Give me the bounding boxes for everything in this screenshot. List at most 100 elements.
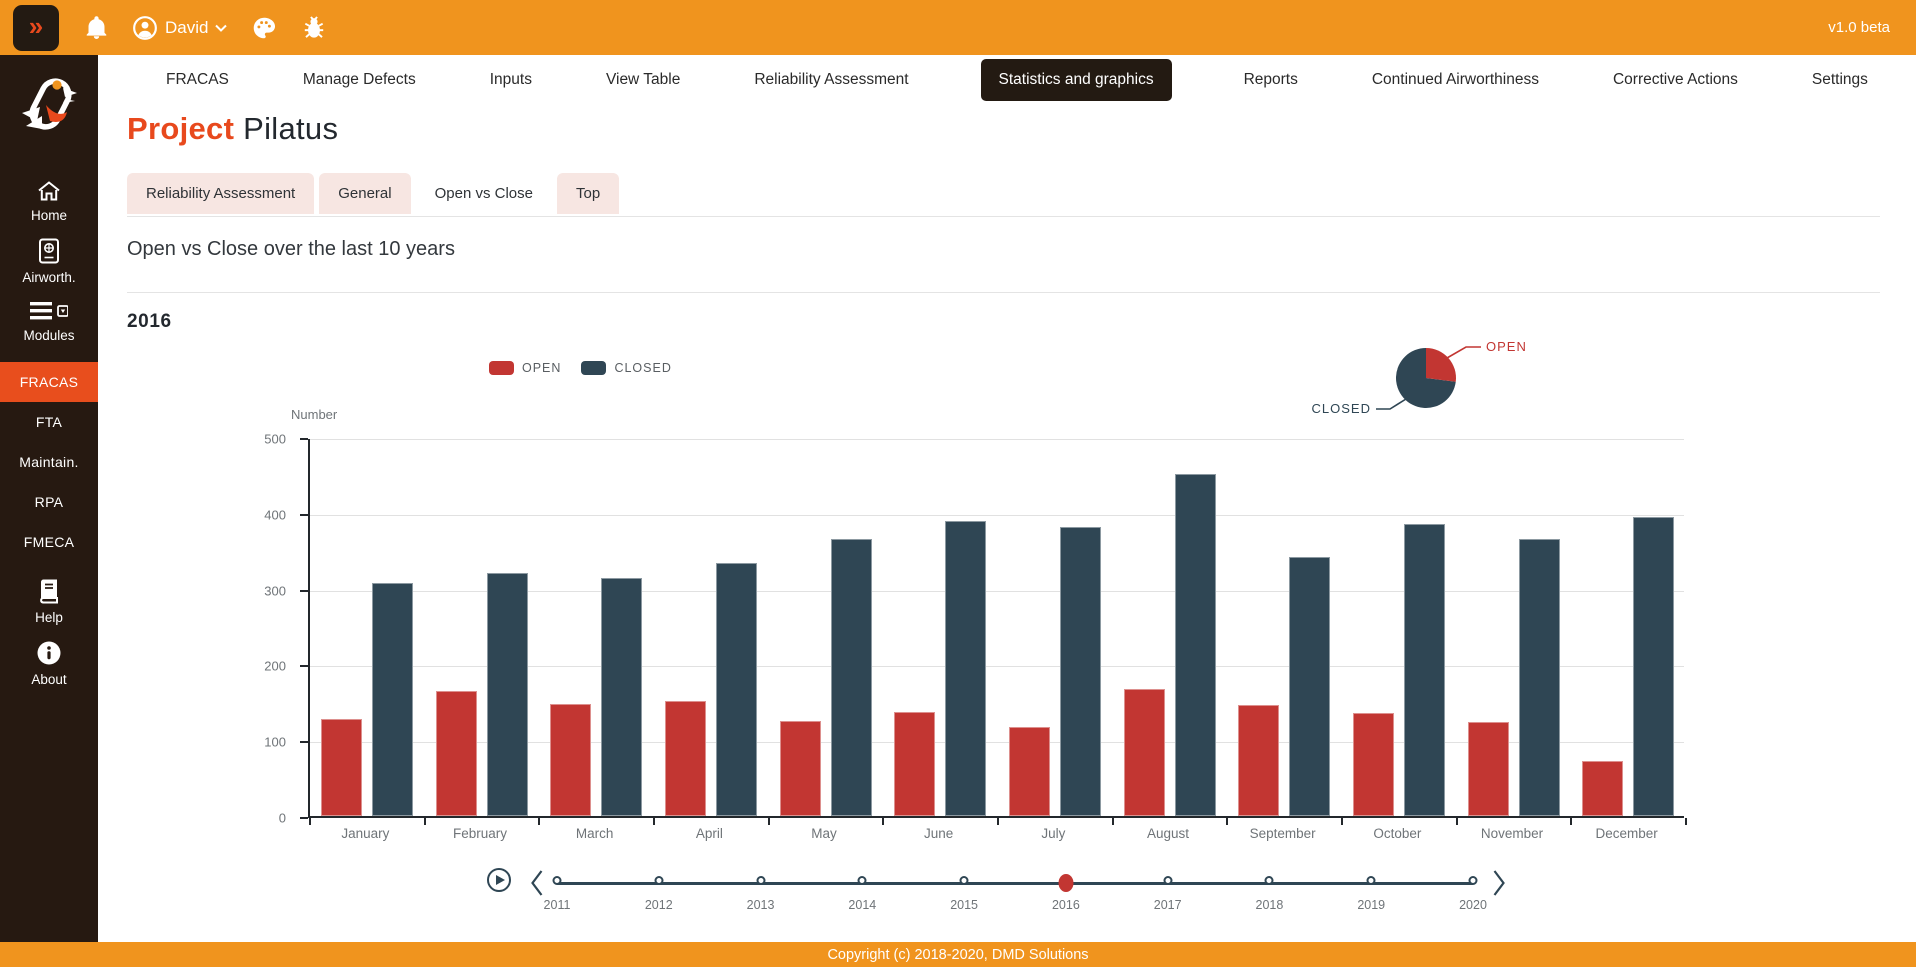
nav-item-inputs[interactable]: Inputs [489, 71, 532, 88]
sidebar-item-home[interactable]: Home [0, 180, 98, 223]
tab-open-vs-close[interactable]: Open vs Close [415, 173, 552, 214]
sidebar-module-rpa[interactable]: RPA [34, 494, 64, 510]
nav-item-fracas[interactable]: FRACAS [166, 71, 229, 88]
theme-palette-icon[interactable] [251, 15, 277, 41]
nav-item-manage-defects[interactable]: Manage Defects [302, 71, 416, 88]
sidebar-item-about[interactable]: About [0, 640, 98, 687]
x-axis-label-january: January [341, 826, 390, 841]
sidebar-module-fta[interactable]: FTA [35, 414, 63, 430]
debug-bug-icon[interactable] [301, 15, 327, 41]
pie-slice-closed [1396, 348, 1456, 408]
sidebar-toggle-button[interactable]: » [13, 4, 59, 51]
x-axis-label-september: September [1249, 826, 1316, 841]
timeline-dot-2013[interactable] [756, 876, 766, 885]
divider [127, 292, 1880, 293]
sidebar-item-help[interactable]: Help [0, 578, 98, 625]
x-axis-tick-labels: January February March April May June July Augu… [308, 826, 1684, 846]
timeline-year-2012[interactable]: 2012 [644, 898, 673, 912]
version-label: v1.0 beta [1828, 19, 1890, 36]
tab-general[interactable]: General [319, 173, 411, 214]
y-tick-label-300: 300 [264, 583, 286, 599]
timeline-year-2013[interactable]: 2013 [746, 898, 775, 912]
page-title-accent: Project [127, 111, 235, 146]
bar-open-october [1353, 712, 1394, 816]
notifications-bell-icon[interactable] [83, 14, 110, 41]
sidebar-item-modules[interactable]: Modules [0, 300, 98, 343]
bar-closed-march [601, 578, 643, 816]
bar-closed-october [1404, 524, 1445, 816]
timeline-year-2019[interactable]: 2019 [1357, 898, 1386, 912]
timeline-year-2015[interactable]: 2015 [950, 898, 979, 912]
timeline-year-2018[interactable]: 2018 [1255, 898, 1284, 912]
page-title: Project Pilatus [127, 111, 338, 147]
bar-open-september [1238, 705, 1280, 816]
timeline-year-2014[interactable]: 2014 [848, 898, 877, 912]
sidebar-module-fmeca[interactable]: FMECA [23, 534, 75, 550]
timeline-dot-2015[interactable] [959, 876, 969, 885]
bar-open-november [1467, 722, 1509, 816]
timeline-dot-2018[interactable] [1264, 876, 1274, 885]
x-tick-mark [882, 818, 885, 825]
sidebar-item-label: Airworth. [22, 270, 76, 285]
timeline-dot-2017[interactable] [1163, 876, 1173, 885]
x-tick-mark [1455, 818, 1458, 825]
bar-chart-plot-area [300, 438, 1687, 825]
legend-item-closed[interactable]: CLOSED [581, 361, 671, 375]
legend-item-open[interactable]: OPEN [489, 361, 561, 375]
timeline-year-2017[interactable]: 2017 [1153, 898, 1182, 912]
timeline-track[interactable]: 2011 2012 2013 2014 2015 2016 2017 2018 2019 2020 [544, 862, 1487, 914]
nav-item-reliability-assessment[interactable]: Reliability Assessment [754, 71, 909, 88]
nav-item-settings[interactable]: Settings [1811, 71, 1868, 88]
timeline-dot-2020[interactable] [1468, 876, 1478, 885]
bar-closed-january [372, 582, 413, 816]
timeline-play-button[interactable] [487, 868, 511, 892]
play-icon [496, 875, 505, 885]
x-axis-label-august: August [1146, 826, 1190, 841]
modules-menu-icon [30, 302, 68, 320]
timeline-dot-2012[interactable] [654, 876, 664, 885]
timeline-dot-2014[interactable] [857, 876, 867, 885]
y-tick-label-200: 200 [264, 658, 286, 674]
tab-reliability-assessment[interactable]: Reliability Assessment [127, 173, 315, 214]
x-tick-mark [997, 818, 999, 825]
x-tick-mark [309, 818, 311, 825]
user-menu[interactable]: David [132, 15, 228, 41]
current-year-heading: 2016 [127, 311, 172, 332]
sidebar-module-fracas[interactable]: FRACAS [0, 362, 98, 402]
x-axis-label-february: February [452, 826, 508, 841]
y-tick-mark [300, 665, 308, 668]
tab-top[interactable]: Top [557, 173, 620, 214]
chart-tabs: Reliability Assessment General Open vs Clo… [127, 173, 620, 214]
timeline-next-chevron[interactable] [1492, 869, 1506, 902]
gridline-400 [310, 514, 1684, 516]
sidebar-item-airworthiness[interactable]: Airworth. [0, 238, 98, 285]
year-timeline: 2011 2012 2013 2014 2015 2016 2017 2018 2019 2020 [478, 862, 1538, 914]
pie-leader-line [1446, 346, 1481, 359]
timeline-year-2016[interactable]: 2016 [1051, 898, 1080, 912]
gridline-100 [310, 742, 1684, 744]
y-tick-label-500: 500 [264, 431, 286, 447]
sidebar-item-label: Home [30, 208, 67, 223]
page-title-rest: Pilatus [243, 111, 339, 146]
nav-item-continued-airworthiness[interactable]: Continued Airworthiness [1371, 71, 1539, 88]
bar-open-december [1582, 760, 1624, 816]
nav-item-view-table[interactable]: View Table [605, 71, 681, 88]
nav-item-corrective-actions[interactable]: Corrective Actions [1612, 71, 1738, 88]
nav-item-statistics-and-graphics[interactable]: Statistics and graphics [980, 59, 1172, 101]
legend-label: OPEN [522, 361, 562, 375]
timeline-dot-2016[interactable] [1058, 874, 1074, 892]
timeline-dot-2019[interactable] [1366, 876, 1376, 885]
timeline-year-2011[interactable]: 2011 [543, 898, 571, 912]
timeline-year-2020[interactable]: 2020 [1459, 898, 1487, 912]
app-logo-bird[interactable] [16, 71, 82, 150]
bar-open-january [321, 718, 362, 816]
sidebar-module-maintain[interactable]: Maintain. [19, 454, 79, 470]
user-avatar-icon [133, 15, 157, 40]
timeline-dot-2011[interactable] [552, 876, 562, 885]
bar-open-august [1123, 689, 1165, 816]
timeline-prev-chevron[interactable] [530, 869, 544, 902]
bar-closed-september [1289, 556, 1331, 816]
nav-item-reports[interactable]: Reports [1243, 71, 1298, 88]
gridline-300 [310, 590, 1684, 592]
bar-closed-december [1633, 517, 1675, 816]
